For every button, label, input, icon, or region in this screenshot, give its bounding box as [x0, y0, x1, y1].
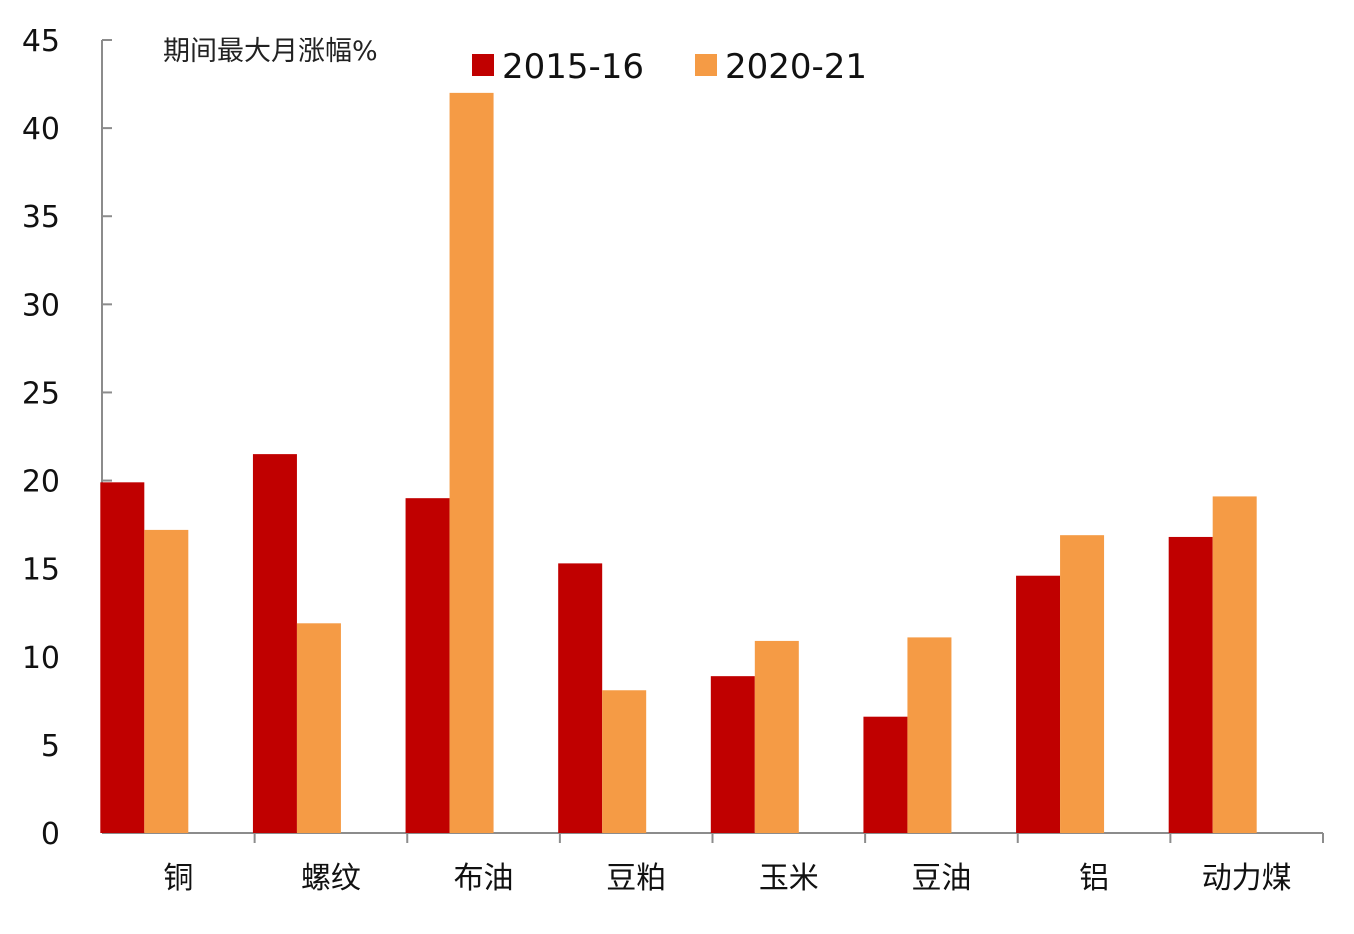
bar-2015-16-布油	[405, 498, 450, 833]
legend-label-2020-21: 2020-21	[725, 47, 867, 87]
bar-2015-16-螺纹	[252, 454, 297, 833]
y-tick-label: 0	[41, 817, 60, 852]
bar-2020-21-豆粕	[602, 690, 647, 833]
y-tick-label: 30	[22, 288, 60, 323]
x-tick-label: 玉米	[759, 861, 819, 896]
bar-2020-21-布油	[449, 92, 494, 833]
y-tick-label: 35	[22, 200, 60, 235]
bar-2020-21-铜	[144, 529, 189, 833]
bar-2020-21-螺纹	[296, 623, 341, 833]
legend: 2015-16 2020-21	[472, 47, 867, 87]
bar-2015-16-铜	[100, 482, 145, 833]
y-tick-label: 5	[41, 729, 60, 764]
y-tick-label: 45	[22, 24, 60, 59]
y-tick-label: 25	[22, 376, 60, 411]
y-tick-label: 20	[22, 465, 60, 500]
x-tick-label: 铜	[163, 861, 193, 896]
bar-2015-16-铝	[1016, 575, 1061, 833]
legend-label-2015-16: 2015-16	[502, 47, 644, 87]
bar-2020-21-豆油	[907, 637, 952, 833]
y-tick-label: 10	[22, 641, 60, 676]
legend-swatch-2020-21	[695, 54, 717, 76]
y-axis-title: 期间最大月涨幅%	[163, 36, 378, 67]
x-tick-label: 布油	[454, 861, 514, 896]
y-tick-label: 40	[22, 112, 60, 147]
x-tick-label: 动力煤	[1202, 861, 1292, 896]
bar-2020-21-动力煤	[1212, 496, 1257, 833]
bar-2015-16-玉米	[710, 676, 755, 833]
x-tick-label: 螺纹	[301, 861, 361, 896]
bar-2015-16-动力煤	[1168, 536, 1213, 833]
bar-2020-21-玉米	[754, 640, 799, 833]
legend-swatch-2015-16	[472, 54, 494, 76]
x-tick-label: 豆油	[911, 861, 971, 896]
bar-2020-21-铝	[1060, 535, 1105, 833]
bar-2015-16-豆油	[863, 716, 908, 833]
x-tick-label: 铝	[1079, 861, 1109, 896]
y-tick-label: 15	[22, 553, 60, 588]
bar-2015-16-豆粕	[558, 563, 603, 833]
labels: 期间最大月涨幅% 0 5 10 15 20 25 30 35 40 45 铜 螺纹 布油 豆粕 玉米 豆油 铝 动…	[22, 24, 1292, 896]
bars	[100, 92, 1257, 833]
x-tick-label: 豆粕	[606, 861, 666, 896]
